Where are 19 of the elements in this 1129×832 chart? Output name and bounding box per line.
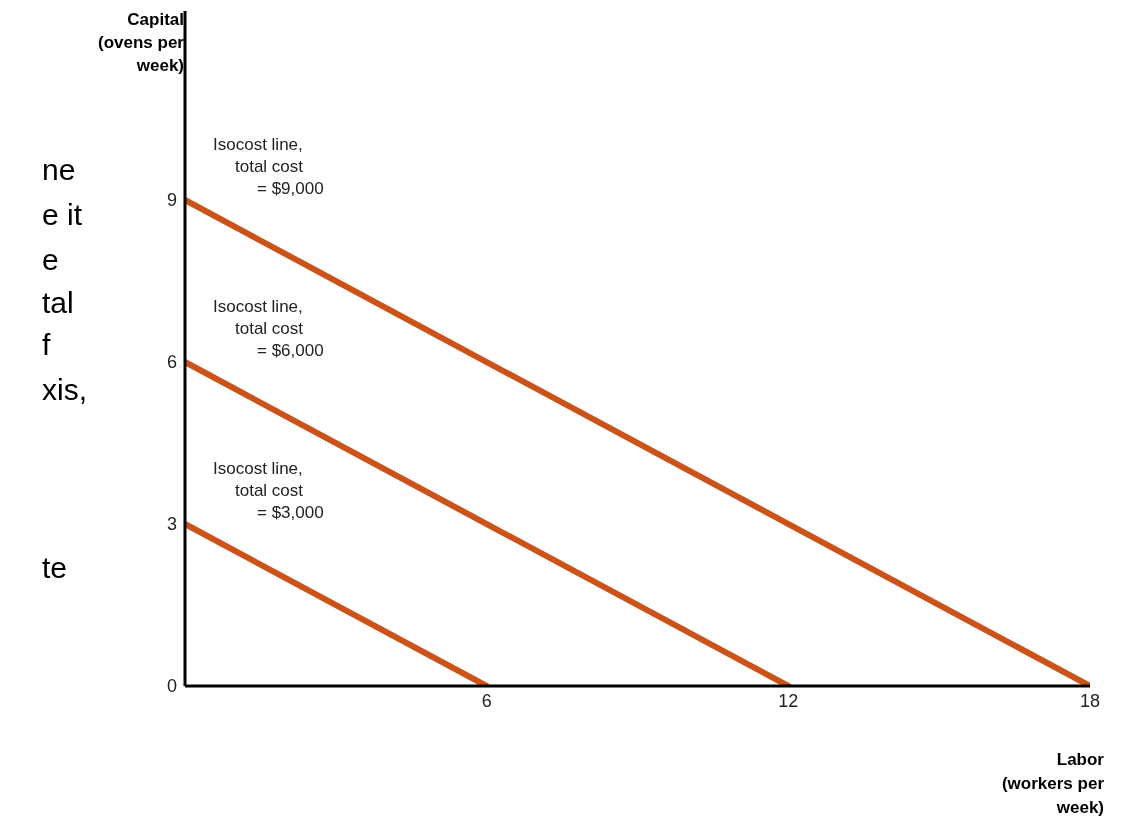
- y-tick-label: 6: [166, 352, 177, 373]
- y-tick-label: 9: [166, 190, 177, 211]
- x-tick-label: 12: [778, 690, 799, 711]
- series-label: Isocost line, total cost = $3,000: [213, 459, 324, 522]
- y-tick-label: 3: [166, 514, 177, 535]
- y-tick-label: 0: [166, 676, 177, 697]
- text: xis,: [42, 373, 87, 407]
- x-axis-title: Labor (workers per week): [1000, 749, 1104, 819]
- text: e: [42, 243, 59, 277]
- text: tal: [42, 286, 74, 320]
- x-tick-label: 6: [481, 690, 492, 711]
- text: f: [42, 328, 51, 362]
- text: te: [42, 551, 68, 585]
- text: e it: [42, 198, 83, 232]
- series-label: Isocost line, total cost = $9,000: [213, 135, 324, 198]
- text: ne: [42, 153, 76, 187]
- series-label: Isocost line, total cost = $6,000: [213, 297, 324, 360]
- x-tick-label: 18: [1079, 690, 1101, 711]
- y-axis-title: Capital (ovens per week): [97, 9, 184, 77]
